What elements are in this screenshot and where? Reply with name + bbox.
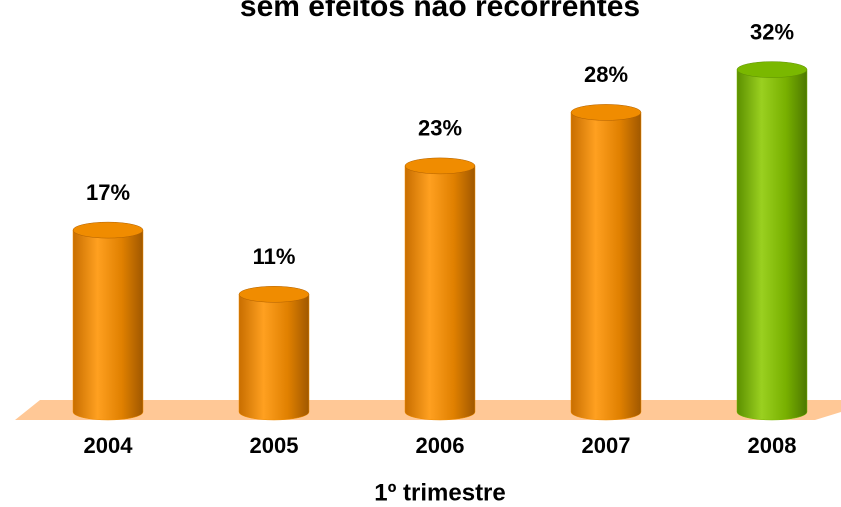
bar-body: [570, 112, 642, 421]
bar-body: [72, 229, 144, 421]
x-tick-label: 2007: [582, 433, 631, 458]
x-axis-label: 1º trimestre: [374, 479, 506, 506]
bar-top: [72, 221, 144, 239]
bar-top: [404, 157, 476, 175]
value-label: 17%: [86, 180, 130, 205]
bar-top: [736, 61, 808, 78]
x-tick-label: 2004: [84, 433, 134, 458]
bar: [404, 157, 476, 421]
value-label: 23%: [418, 116, 462, 141]
value-label: 11%: [253, 244, 296, 269]
bar: [736, 61, 808, 421]
bar-top: [238, 286, 310, 303]
value-label: 32%: [750, 19, 794, 44]
x-tick-label: 2008: [748, 433, 797, 458]
bar-top: [570, 104, 642, 121]
bar-body: [404, 165, 476, 421]
chart-title: sem efeitos não recorrentes: [240, 0, 640, 23]
x-tick-label: 2005: [250, 433, 299, 458]
bar: [238, 286, 310, 421]
bar: [72, 221, 144, 421]
bar: [570, 104, 642, 421]
bar-body: [238, 294, 310, 421]
value-label: 28%: [584, 62, 628, 87]
bar-body: [736, 69, 808, 421]
x-tick-label: 2006: [416, 433, 465, 458]
